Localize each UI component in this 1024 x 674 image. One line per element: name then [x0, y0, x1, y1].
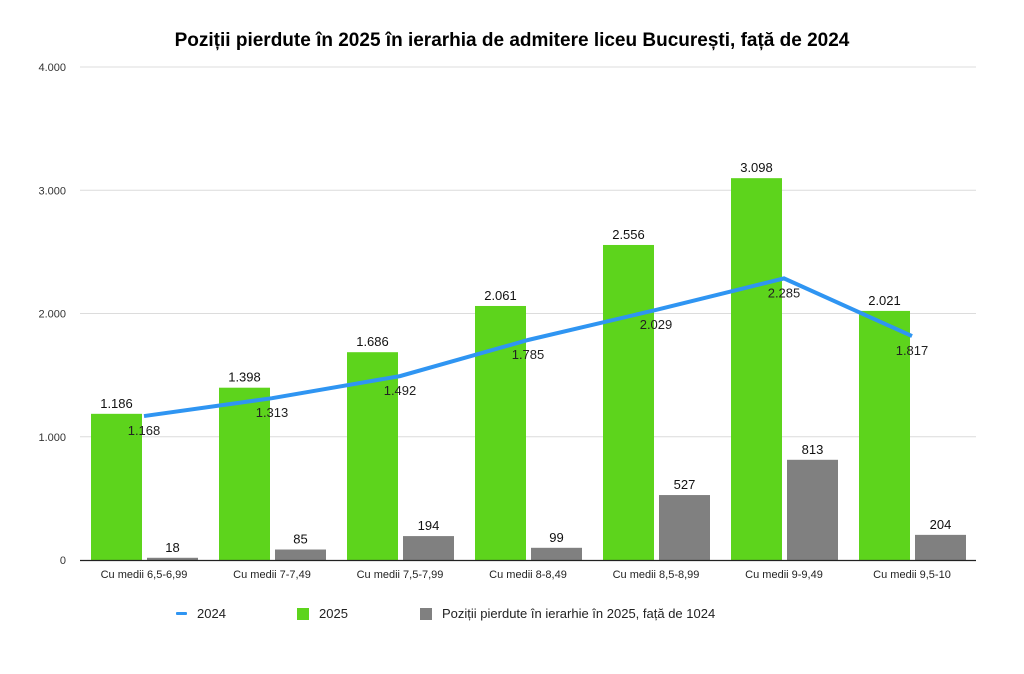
legend-label: 2025 [319, 606, 348, 621]
bar-lost-positions [915, 534, 966, 560]
data-label-2024: 1.785 [512, 347, 545, 362]
data-label-2024: 2.285 [768, 285, 801, 300]
data-label-2024: 1.168 [128, 423, 161, 438]
y-tick-label: 1.000 [38, 432, 66, 444]
bar-lost-positions [659, 495, 710, 560]
data-label-2025: 1.686 [356, 334, 389, 349]
legend-label: Poziții pierdute în ierarhie în 2025, fa… [442, 606, 716, 621]
x-tick-label: Cu medii 6,5-6,99 [101, 569, 188, 581]
data-label-2025: 2.021 [868, 293, 901, 308]
data-labels: 1.186 18 1.398 85 1.686 194 2.061 99 2.556 527 3.0… [100, 160, 951, 555]
legend-gray-swatch [420, 607, 432, 620]
data-label-2024: 1.817 [896, 343, 929, 358]
data-label-lost-positions: 99 [549, 530, 563, 545]
x-tick-label: Cu medii 8-8,49 [489, 569, 567, 581]
bar-2025 [603, 244, 654, 560]
bar-2025 [731, 178, 782, 560]
bar-2025 [347, 352, 398, 560]
bar-2025 [859, 310, 910, 560]
x-tick-label: Cu medii 8,5-8,99 [613, 569, 700, 581]
x-tick-label: Cu medii 9,5-10 [873, 569, 951, 581]
legend-item-lost-positions[interactable]: Poziții pierdute în ierarhie în 2025, fa… [420, 606, 715, 621]
data-label-2024: 1.492 [384, 383, 417, 398]
data-label-lost-positions: 813 [802, 442, 824, 457]
data-label-lost-positions: 527 [674, 477, 696, 492]
gridlines [80, 66, 976, 438]
bar-lost-positions [787, 459, 838, 560]
legend-line-swatch [176, 612, 187, 615]
data-label-2025: 3.098 [740, 160, 773, 175]
y-tick-label: 4.000 [38, 62, 66, 74]
legend: 2024 2025 Poziții pierdute în ierarhie î… [0, 606, 1024, 630]
x-tick-label: Cu medii 7-7,49 [233, 569, 311, 581]
data-label-lost-positions: 194 [418, 518, 440, 533]
x-tick-label: Cu medii 9-9,49 [745, 569, 823, 581]
bar-lost-positions [147, 557, 198, 560]
legend-green-swatch [297, 607, 309, 620]
data-label-2025: 1.186 [100, 396, 133, 411]
data-label-lost-positions: 18 [165, 540, 179, 555]
data-label-2025: 1.398 [228, 370, 261, 385]
x-axis-ticks: Cu medii 6,5-6,99 Cu medii 7-7,49 Cu medii… [101, 569, 951, 581]
legend-item-2024[interactable]: 2024 [176, 606, 226, 621]
data-label-lost-positions: 204 [930, 517, 952, 532]
chart-title: Poziții pierdute în 2025 în ierarhia de … [174, 30, 850, 51]
data-label-lost-positions: 85 [293, 532, 307, 547]
x-tick-label: Cu medii 7,5-7,99 [357, 569, 444, 581]
line-series [143, 276, 913, 419]
bars [91, 178, 966, 560]
legend-item-2025[interactable]: 2025 [297, 606, 348, 621]
y-tick-label: 3.000 [38, 185, 66, 197]
data-label-2024: 1.313 [256, 405, 289, 420]
bar-lost-positions [531, 547, 582, 560]
bar-lost-positions [275, 549, 326, 560]
bar-lost-positions [403, 536, 454, 560]
data-label-2025: 2.061 [484, 288, 517, 303]
legend-label: 2024 [197, 606, 226, 621]
y-tick-label: 0 [60, 555, 66, 567]
bar-2025 [91, 413, 142, 560]
data-label-2024: 2.029 [640, 317, 673, 332]
y-tick-label: 2.000 [38, 309, 66, 321]
bar-2025 [219, 387, 270, 560]
data-label-2025: 2.556 [612, 227, 645, 242]
y-axis-ticks: 0 1.000 2.000 3.000 4.000 [38, 62, 66, 567]
